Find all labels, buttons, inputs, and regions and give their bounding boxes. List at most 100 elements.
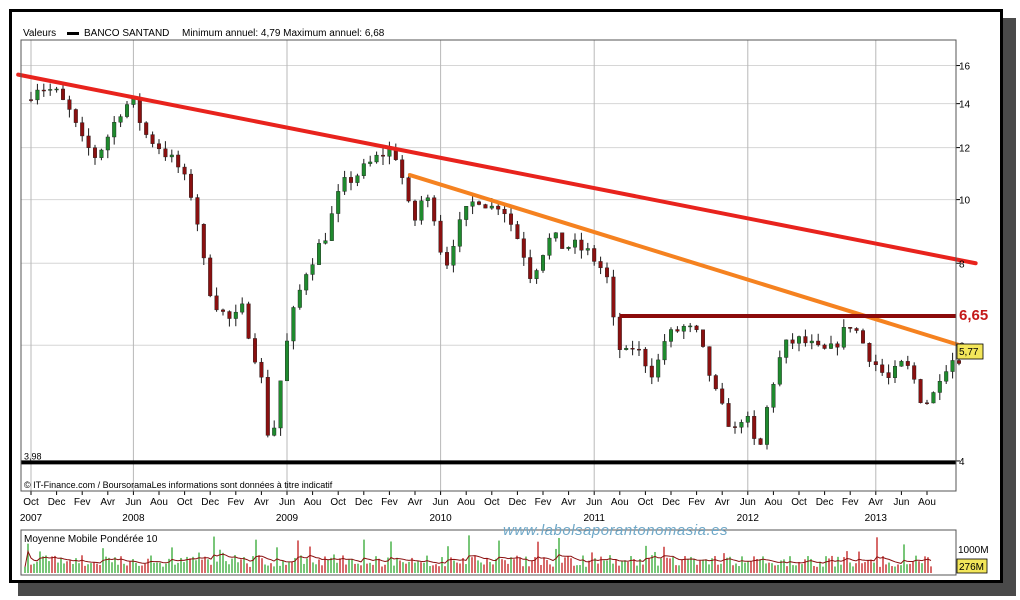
x-year-label: 2008: [122, 513, 145, 524]
x-month-label: Fev: [227, 497, 244, 508]
candle-body: [291, 307, 296, 342]
candle-body: [124, 104, 129, 117]
candle-body: [406, 177, 411, 202]
volume-panel-border: [20, 529, 957, 576]
candle-body: [342, 177, 347, 192]
candle-body: [246, 303, 251, 339]
x-month-label: Avr: [408, 497, 423, 508]
candle-body: [534, 270, 539, 279]
candle-body: [240, 303, 245, 313]
candle-body: [413, 200, 418, 221]
candle-body: [521, 238, 526, 258]
candle-body: [445, 252, 450, 266]
candle-body: [349, 177, 354, 183]
candle-body: [432, 197, 437, 222]
candle-body: [611, 276, 616, 318]
candle-body: [310, 264, 315, 275]
candle-body: [560, 232, 565, 249]
candle-body: [112, 122, 117, 138]
candle-body: [957, 360, 962, 364]
x-axis: Oct Dec Fev Avr Jun Aou Oct Dec Fev Avr Jun Aou Oct D…: [20, 491, 936, 524]
candle-body: [509, 213, 514, 225]
candle-body: [29, 99, 34, 101]
candle-body: [156, 143, 161, 150]
candle-body: [784, 339, 789, 358]
candle-body: [425, 197, 430, 201]
last-price-badge: [956, 343, 984, 360]
candle-body: [361, 163, 366, 176]
candle-body: [515, 224, 520, 239]
candle-body: [816, 340, 821, 346]
candle-body: [803, 336, 808, 344]
candle-body: [144, 122, 149, 135]
candle-body: [701, 329, 706, 347]
candle-body: [707, 346, 712, 376]
x-month-label: Dec: [662, 497, 680, 508]
x-month-label: Jun: [893, 497, 909, 508]
candle-body: [477, 201, 482, 205]
x-month-label: Oct: [484, 497, 500, 508]
candle-body: [861, 330, 866, 344]
candle-body: [905, 361, 910, 366]
candle-body: [496, 205, 501, 210]
x-month-label: Fev: [688, 497, 705, 508]
x-year-label: 2010: [429, 513, 452, 524]
candle-body: [304, 274, 309, 291]
candle-body: [150, 134, 155, 144]
candle-body: [617, 316, 622, 350]
candle-body: [355, 175, 360, 183]
candle-body: [489, 205, 494, 209]
candle-body: [835, 343, 840, 348]
candle-body: [630, 348, 635, 350]
candle-body: [35, 89, 40, 101]
x-month-label: Jun: [740, 497, 756, 508]
candle-body: [739, 422, 744, 428]
candle-body: [438, 220, 443, 253]
candle-body: [201, 224, 206, 259]
candle-body: [713, 375, 718, 390]
x-year-label: 2007: [20, 513, 43, 524]
y-axis: 46810121416: [956, 62, 971, 468]
candle-body: [502, 208, 507, 215]
candle-body: [733, 426, 738, 428]
volume-last-badge: [956, 558, 988, 574]
volume-last-label: 276M: [959, 562, 984, 573]
level-label: 6,65: [959, 307, 988, 324]
x-month-label: Dec: [355, 497, 373, 508]
candle-body: [880, 364, 885, 373]
volume-panel: [24, 535, 932, 573]
trend-line-long-resistance: [16, 72, 978, 266]
candle-body: [752, 416, 757, 439]
values-label: Valeurs: [23, 28, 56, 39]
candle-body: [829, 343, 834, 349]
candle-body: [605, 267, 610, 278]
candle-body: [400, 159, 405, 178]
candle-body: [547, 237, 552, 256]
volume-title: Moyenne Mobile Pondérée 10: [24, 534, 158, 545]
x-month-label: Avr: [100, 497, 115, 508]
grid-lines: [21, 40, 956, 491]
candle-body: [893, 366, 898, 378]
candle-body: [899, 361, 904, 367]
x-month-label: Oct: [177, 497, 193, 508]
candle-body: [73, 109, 78, 123]
candle-body: [694, 325, 699, 330]
volume-scale-label: 1000M: [958, 545, 989, 556]
x-month-label: Fev: [842, 497, 859, 508]
trend-line-mid-resistance: [407, 173, 978, 353]
candle-body: [528, 257, 533, 279]
candle-body: [662, 341, 667, 361]
x-month-label: Oct: [330, 497, 346, 508]
price-panel-border: [20, 39, 957, 492]
x-month-label: Avr: [561, 497, 576, 508]
candle-body: [675, 329, 680, 332]
candle-body: [92, 147, 97, 158]
candle-body: [541, 255, 546, 271]
x-month-label: Dec: [201, 497, 219, 508]
x-month-label: Avr: [868, 497, 883, 508]
legend-swatch: [67, 32, 79, 35]
x-year-label: 2011: [583, 513, 605, 524]
candle-body: [470, 201, 475, 207]
candle-body: [272, 427, 277, 436]
